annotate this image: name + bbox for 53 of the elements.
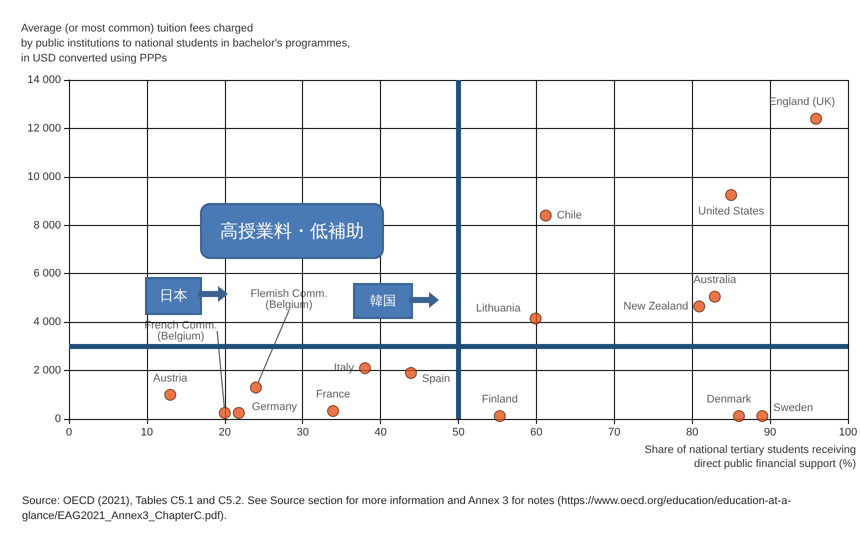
- point: [250, 382, 262, 394]
- y-tick-label: 6 000: [33, 268, 61, 280]
- point: [232, 406, 245, 419]
- point: [810, 112, 822, 125]
- x-tick-label: 90: [764, 426, 776, 438]
- x-axis-title: Share of national tertiary students receiving direct public financial support (%): [644, 444, 856, 470]
- point: [693, 300, 706, 312]
- y-axis-title: Average (or most common) tuition fees charged by public institutions to national students in bachelor's programmes, in USD converted using PPPs: [21, 22, 350, 64]
- data-label: Lithuania: [476, 302, 522, 315]
- x-tick-label: 60: [530, 426, 543, 438]
- point: [530, 312, 542, 325]
- y-tick-label: 0: [54, 413, 61, 425]
- point: [540, 210, 552, 222]
- x-tick-label: 70: [608, 426, 620, 438]
- data-label: Australia: [693, 274, 738, 286]
- x-tick-label: 40: [374, 426, 387, 438]
- point: [494, 410, 506, 422]
- data-label: New Zealand: [623, 300, 688, 312]
- point: [708, 290, 721, 303]
- point: [359, 362, 372, 374]
- y-tick-label: 8 000: [33, 219, 61, 232]
- point: [732, 410, 745, 422]
- point: [218, 406, 231, 419]
- annotation: 高授業料・低補助: [200, 203, 384, 259]
- x-tick-label: 30: [296, 426, 309, 438]
- y-tick-label: 12 000: [27, 122, 61, 134]
- data-label: Finland: [482, 394, 518, 406]
- x-tick-label: 80: [686, 426, 698, 438]
- data-label: Denmark: [706, 394, 752, 406]
- data-label: France: [316, 388, 350, 401]
- point: [327, 405, 340, 418]
- x-tick-label: 0: [66, 426, 72, 438]
- source-note: Source: OECD (2021), Tables C5.1 and C5.2. See Source section for more information and Annex 3 for notes (https://www.oecd.org/education/education-at-a-glance/EAG2021_Annex3_ChapterC.pdf).: [22, 494, 792, 524]
- x-tick-label: 10: [140, 426, 154, 438]
- y-tick-label: 14 000: [27, 74, 61, 86]
- data-label: Chile: [556, 210, 582, 222]
- annotation: 日本: [145, 277, 202, 315]
- y-tick-label: 10 000: [27, 170, 61, 183]
- x-tick-label: 20: [218, 426, 231, 438]
- point: [404, 366, 417, 379]
- point: [725, 189, 738, 202]
- data-label: Austria: [153, 372, 188, 384]
- y-tick-label: 4 000: [33, 316, 61, 328]
- annotation: 韓国: [353, 283, 413, 319]
- point: [164, 388, 176, 401]
- data-label: Spain: [422, 372, 450, 385]
- y-tick-label: 2 000: [33, 364, 61, 377]
- x-tick-label: 100: [838, 426, 858, 438]
- x-tick-label: 50: [452, 426, 465, 438]
- point: [756, 410, 768, 422]
- data-label: United States: [698, 206, 765, 218]
- data-label: Germany: [252, 400, 298, 413]
- data-label: Sweden: [773, 402, 814, 414]
